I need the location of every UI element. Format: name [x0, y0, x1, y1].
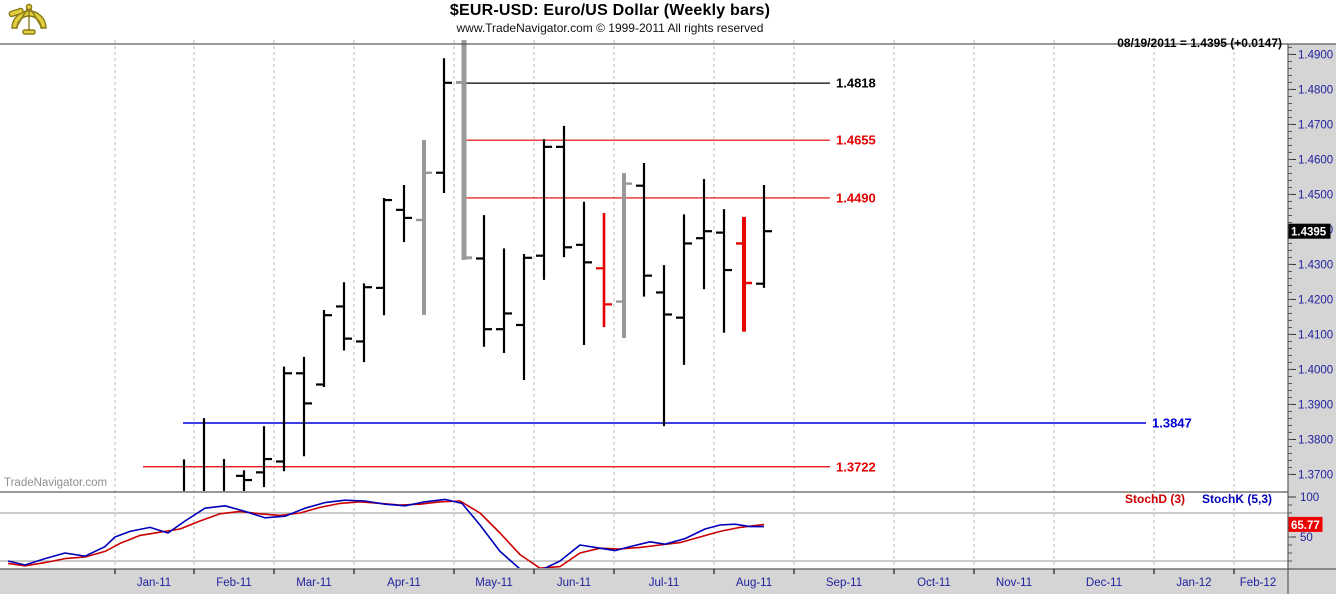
price-axis-label: 1.4600: [1298, 154, 1333, 166]
last-quote-readout: 08/19/2011 = 1.4395 (+0.0147): [1117, 36, 1282, 50]
stoch-k-legend: StochK (5,3): [1202, 492, 1272, 506]
month-label: Apr-11: [387, 577, 421, 589]
ohlc-bar: [656, 265, 672, 427]
level-label: 1.4655: [836, 133, 876, 148]
month-label: Feb-12: [1240, 577, 1276, 589]
month-label: Mar-11: [296, 577, 332, 589]
month-label: Dec-11: [1086, 577, 1122, 589]
ohlc-bar: [336, 282, 352, 351]
ohlc-bar: [516, 253, 532, 380]
stoch-value-badge: [1288, 516, 1323, 532]
ohlc-bar: [756, 185, 772, 288]
ohlc-bars-layer[interactable]: [176, 40, 772, 569]
ohlc-bar: [202, 418, 206, 491]
date-axis-strip: [0, 569, 1336, 594]
price-axis-label: 1.4800: [1298, 84, 1333, 96]
price-axis-label: 1.4500: [1298, 189, 1333, 201]
stoch-k-line: [7, 498, 764, 568]
ohlc-bar: [276, 366, 292, 472]
price-axis-label: 1.4000: [1298, 364, 1333, 376]
month-label: May-11: [475, 577, 513, 589]
ohlc-bar: [676, 214, 692, 365]
ohlc-bar: [396, 185, 412, 243]
ohlc-bar: [716, 209, 732, 333]
price-axis-label: 1.4300: [1298, 259, 1333, 271]
ohlc-bar: [616, 173, 632, 338]
price-axis-label: 1.4100: [1298, 329, 1333, 341]
ohlc-bar: [256, 426, 272, 488]
price-axis-label: 1.4200: [1298, 294, 1333, 306]
price-axis-label: 1.3800: [1298, 434, 1333, 446]
ohlc-bar: [536, 139, 552, 280]
ohlc-bar: [476, 215, 492, 347]
month-label: Aug-11: [736, 577, 772, 589]
ohlc-bar: [576, 201, 592, 345]
ohlc-bar: [376, 197, 392, 316]
current-price-badge: [1288, 223, 1331, 239]
level-label: 1.4818: [836, 76, 876, 91]
ohlc-bar: [636, 162, 652, 297]
level-label: 1.3847: [1152, 416, 1192, 431]
ohlc-bar: [556, 125, 572, 258]
chart-title: $EUR-USD: Euro/US Dollar (Weekly bars): [449, 2, 771, 19]
month-label: Jan-12: [1176, 577, 1211, 589]
stoch-axis-label: 100: [1300, 492, 1319, 504]
month-label: Feb-11: [216, 577, 252, 589]
month-label: Oct-11: [917, 577, 951, 589]
ohlc-bar: [416, 139, 432, 315]
month-label: Nov-11: [996, 577, 1032, 589]
ohlc-bar: [296, 356, 312, 457]
stoch-value-badge-text: 65.77: [1291, 520, 1320, 532]
price-axis-label: 1.4900: [1298, 49, 1333, 61]
ohlc-bar: [222, 459, 226, 491]
stoch-axis-label: 50: [1300, 532, 1313, 544]
chart-subtitle: www.TradeNavigator.com © 1999-2011 All r…: [456, 21, 764, 35]
price-axis-label: 1.4700: [1298, 119, 1333, 131]
month-label: Jun-11: [557, 577, 591, 589]
current-price-badge-text: 1.4395: [1291, 227, 1327, 239]
ohlc-bar: [696, 179, 712, 290]
ohlc-bar: [436, 58, 452, 194]
chart-header: $EUR-USD: Euro/US Dollar (Weekly bars) w…: [0, 2, 1220, 35]
trade-navigator-logo-icon: [8, 3, 47, 35]
ohlc-bar: [736, 216, 752, 332]
level-label: 1.3722: [836, 459, 876, 474]
month-label: Sep-11: [826, 577, 862, 589]
ohlc-bar: [316, 309, 332, 387]
price-axis-strip: [1288, 44, 1336, 594]
ohlc-bar: [456, 40, 472, 260]
price-axis-label: 1.3900: [1298, 399, 1333, 411]
ohlc-bar: [356, 283, 372, 363]
ohlc-bar: [182, 459, 186, 491]
level-label: 1.4490: [836, 190, 876, 205]
ohlc-bar: [496, 248, 512, 353]
price-axis-label: 1.3700: [1298, 469, 1333, 481]
stoch-d-legend: StochD (3): [1125, 492, 1185, 506]
month-label: Jul-11: [649, 577, 679, 589]
watermark-text: TradeNavigator.com: [4, 477, 107, 489]
ohlc-bar: [236, 470, 252, 491]
ohlc-bar: [596, 213, 612, 328]
month-label: Jan-11: [137, 577, 171, 589]
